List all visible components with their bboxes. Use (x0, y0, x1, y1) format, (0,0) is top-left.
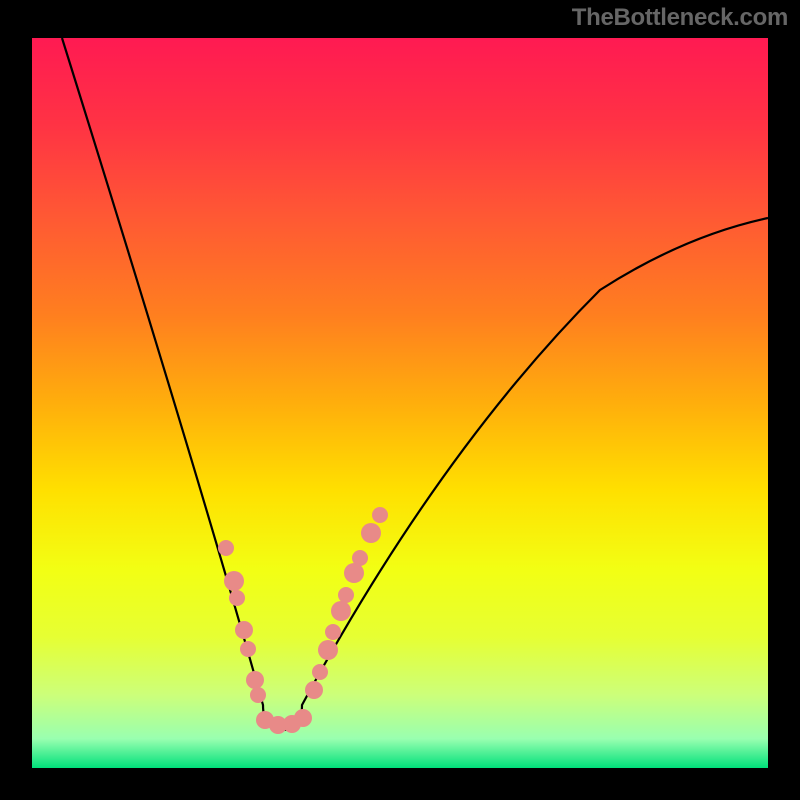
dot-left (250, 687, 266, 703)
dot-left (224, 571, 244, 591)
dot-left (218, 540, 234, 556)
dot-left (246, 671, 264, 689)
dot-left (229, 590, 245, 606)
dot-right (331, 601, 351, 621)
dot-right (361, 523, 381, 543)
watermark-text: TheBottleneck.com (572, 4, 788, 32)
dot-right (372, 507, 388, 523)
dot-right (318, 640, 338, 660)
dot-trough (294, 709, 312, 727)
dot-right (352, 550, 368, 566)
chart-root: TheBottleneck.com (0, 0, 800, 800)
dot-left (240, 641, 256, 657)
gradient-background (32, 38, 768, 768)
dot-right (344, 563, 364, 583)
dot-left (235, 621, 253, 639)
dot-right (305, 681, 323, 699)
dot-right (312, 664, 328, 680)
dot-right (325, 624, 341, 640)
dot-right (338, 587, 354, 603)
chart-svg (0, 0, 800, 800)
